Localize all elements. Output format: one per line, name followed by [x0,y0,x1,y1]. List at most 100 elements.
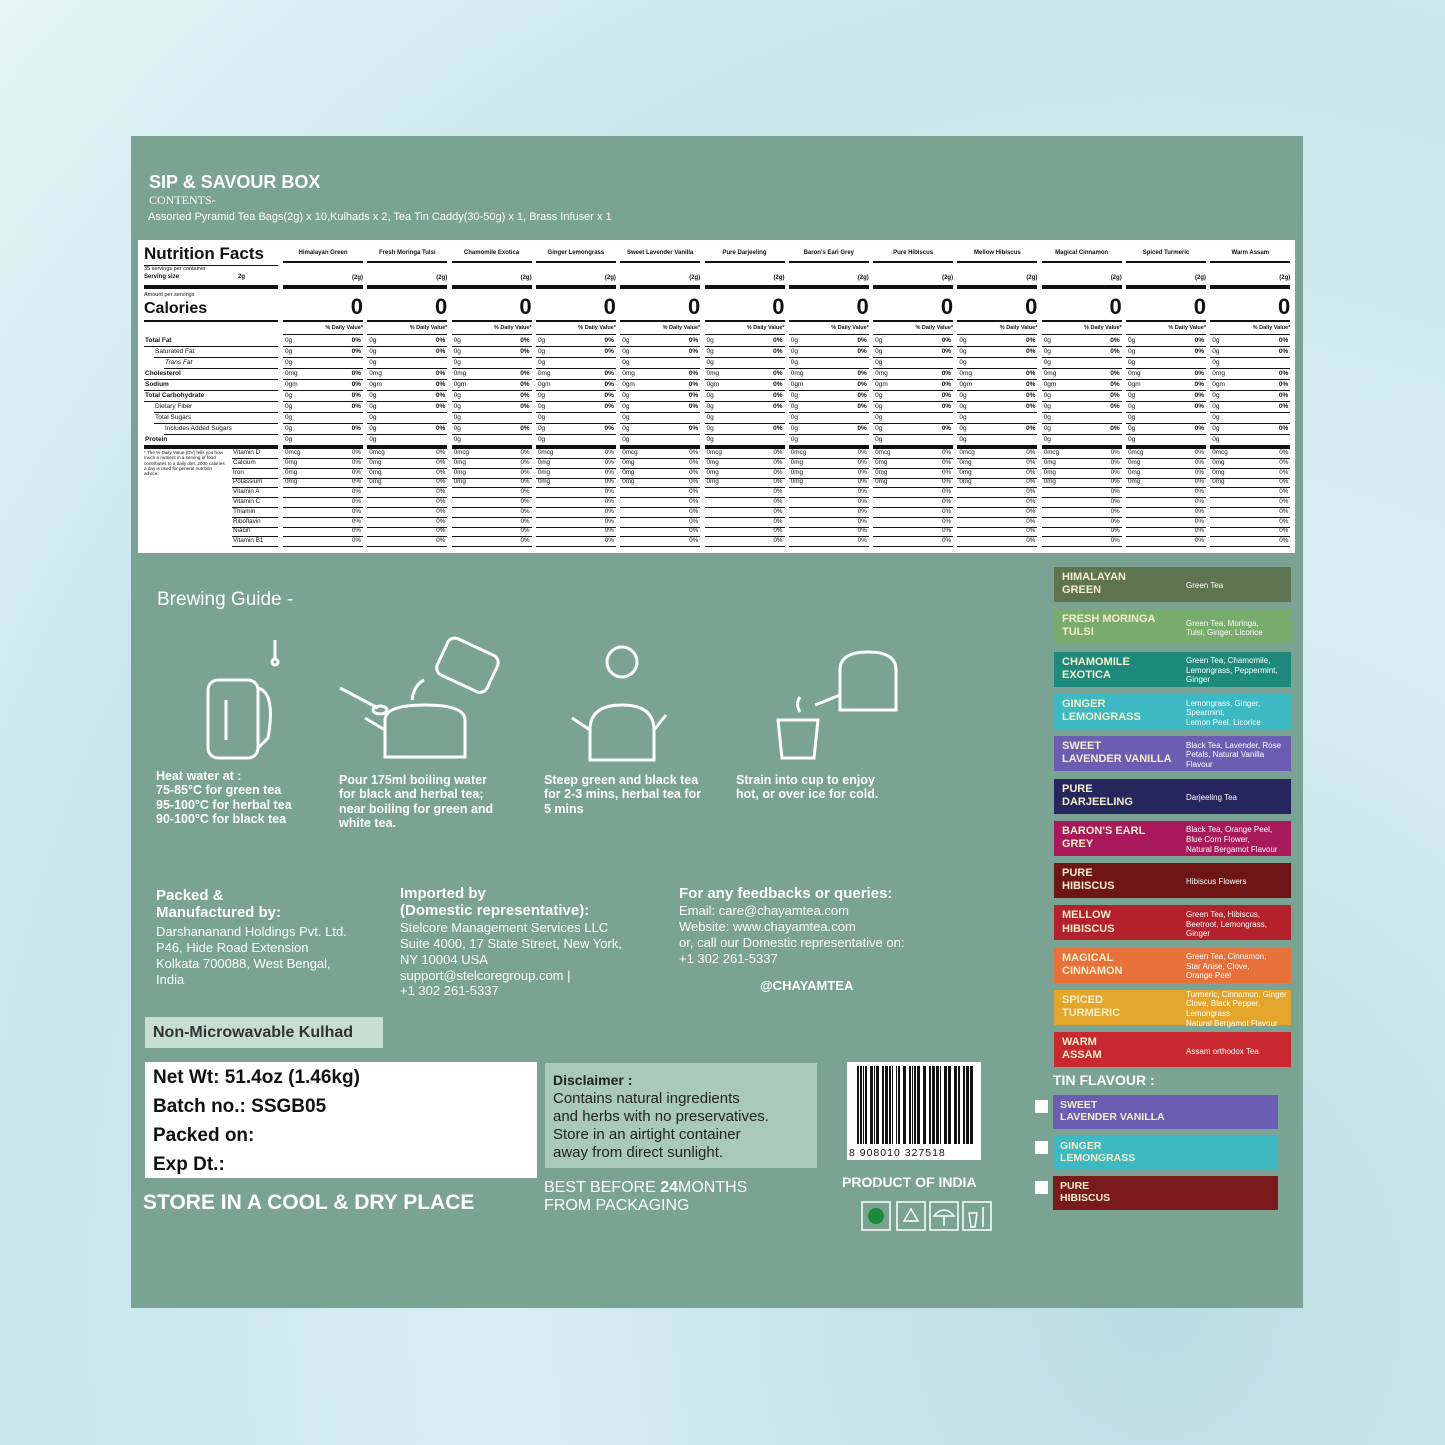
nutrient-amount: 0g [285,337,293,344]
origin: PRODUCT OF INDIA [842,1174,977,1190]
nutrient-dv: 0% [688,370,699,377]
brewing-illustrations [206,636,898,762]
contents-label: CONTENTS- [149,193,216,207]
rule [788,285,869,289]
rule [451,477,532,479]
nutrient-amount: 0g [1043,414,1051,421]
tin-option [1053,1135,1278,1170]
rule [1126,390,1206,391]
barcode-bar [857,1066,859,1144]
vitamin-dv: 0% [941,527,952,535]
nutrient-dv: 0% [1110,381,1120,388]
rule [1126,368,1206,369]
nutrient-dv: 0% [1278,348,1289,355]
vitamin-dv: 0% [1110,517,1120,525]
rule [283,467,363,469]
vitamin-dv: 0% [520,468,530,476]
vitamin-dv: 0% [857,517,867,525]
dv-header: % Daily Value* [325,325,363,331]
barcode-bar [909,1066,911,1144]
rule [957,390,1038,391]
nutrient-amount: 0g [537,425,546,432]
nutrient-dv: 0% [857,381,867,388]
vitamin-dv: 0% [857,507,867,515]
best-before-suffix: MONTHS [677,1179,748,1196]
nutrient-amount: 0g [790,436,799,443]
vitamin-name: Vitamin B1 [233,537,264,545]
rule [620,379,701,380]
vitamin-name: Niacin [233,527,251,535]
rule [367,390,448,391]
rule [1126,536,1206,537]
flavor-description: Hibiscus Flowers [1186,877,1247,887]
nutrient-amount: 0g [369,337,377,344]
vitamin-amount: 0mg [1212,468,1225,476]
nutrient-amount: 0g [285,436,293,443]
column-serving: (2g) [1110,275,1122,281]
rule [367,507,448,508]
rule [1210,477,1291,479]
product-title: SIP & SAVOUR BOX [149,172,321,192]
vitamin-dv: 0% [436,478,446,486]
vitamin-dv: 0% [857,449,867,456]
rule [1041,390,1122,391]
vitamin-dv: 0% [351,449,361,456]
nutrient-dv: 0% [520,392,530,399]
rule [620,445,701,446]
column-name: Magical Cinnamon [1055,250,1109,256]
vitamin-dv: 0% [436,537,446,545]
rule [1041,261,1122,263]
barcode-bar [940,1066,941,1144]
rule [788,346,869,347]
barcode-bar [885,1066,888,1144]
vitamin-dv: 0% [1194,498,1204,505]
rule [535,477,616,479]
rule [451,334,532,335]
rule [1041,446,1122,449]
rule [367,423,448,424]
rule [1210,507,1291,508]
vitamin-dv: 0% [1110,488,1120,496]
vitamin-dv: 0% [941,488,952,496]
vitamin-dv: 0% [436,517,446,525]
rule [154,412,278,413]
rule [704,401,785,402]
vitamin-amount: 0mg [959,478,972,486]
rule [1210,390,1291,391]
column-name: Sweet Lavender Vanilla [627,250,694,256]
rule [451,507,532,508]
rule [1041,423,1122,424]
calories-value: 0 [350,294,363,319]
rule [957,285,1038,289]
rule [1041,434,1122,435]
rule [788,546,869,547]
rule [367,526,448,528]
rule [1210,516,1291,518]
nutrient-dv: 0% [773,348,783,355]
nutrient-amount: 0g [285,392,293,399]
rule [788,368,869,369]
nutrient-dv: 0% [1278,370,1289,377]
rule [451,434,532,435]
rule [957,446,1038,449]
nutrient-amount: 0mg [537,370,551,377]
vitamin-dv: 0% [604,537,614,545]
nutrient-amount: 0g [1212,425,1220,432]
nutrient-dv: 0% [1025,337,1036,344]
rule [1041,346,1122,347]
flavor-name: FRESH MORINGA TULSI [1062,613,1156,639]
flavor-row [1054,820,1291,856]
rule [704,379,785,380]
rule [1126,467,1206,469]
vitamin-dv: 0% [604,498,614,505]
rule [367,477,448,479]
nutrient-name: Dietary Fiber [155,403,193,410]
nutrient-amount: 0g [706,359,714,366]
rule [367,357,448,358]
column-serving: (2g) [942,275,954,281]
nutrient-dv: 0% [1194,425,1204,432]
rule [704,368,785,369]
rule [873,445,954,446]
rule [451,526,532,528]
nutrient-amount: 0g [959,414,967,421]
